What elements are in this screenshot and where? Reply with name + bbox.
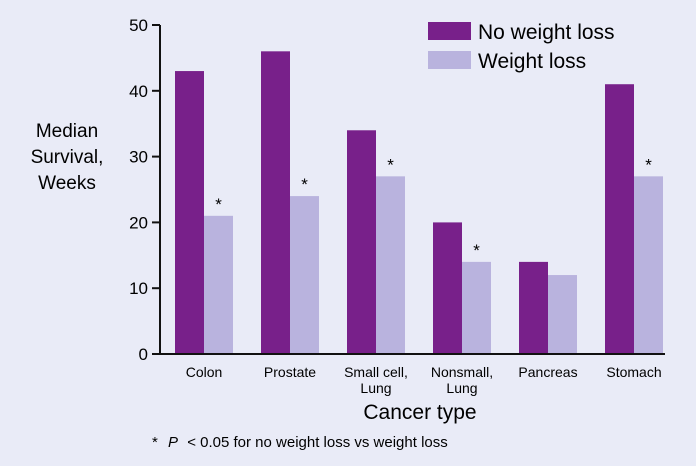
- significance-marker: *: [473, 241, 480, 260]
- x-tick-label: Colon: [186, 364, 223, 380]
- bar-no-weight-loss: [175, 71, 204, 354]
- y-tick-label: 20: [129, 213, 148, 232]
- significance-marker: *: [387, 155, 394, 174]
- bar-weight-loss: [376, 176, 405, 354]
- x-tick-label: Stomach: [606, 364, 661, 380]
- y-tick-label: 40: [129, 82, 148, 101]
- y-axis-label: Median Survival, Weeks: [31, 121, 104, 194]
- bar-weight-loss: [204, 215, 233, 354]
- x-tick-label: Nonsmall,: [431, 364, 493, 380]
- bar-no-weight-loss: [519, 261, 548, 354]
- footnote-text: < 0.05 for no weight loss vs weight loss: [187, 434, 448, 451]
- y-tick-label: 30: [129, 148, 148, 167]
- x-tick-label: Lung: [446, 380, 477, 396]
- y-axis-label-line: Survival,: [31, 147, 104, 168]
- bar-no-weight-loss: [433, 222, 462, 354]
- y-axis-label-line: Median: [36, 121, 98, 142]
- bar-no-weight-loss: [605, 84, 634, 354]
- y-tick-label: 10: [129, 279, 148, 298]
- y-axis-label-line: Weeks: [38, 173, 96, 194]
- x-axis-label: Cancer type: [363, 401, 476, 424]
- legend-swatch: [428, 51, 471, 69]
- bar-weight-loss: [634, 176, 663, 354]
- bar-weight-loss: [462, 261, 491, 354]
- x-tick-label: Prostate: [264, 364, 316, 380]
- footnote: * P < 0.05 for no weight loss vs weight …: [152, 434, 448, 451]
- legend-swatch: [428, 22, 471, 40]
- bar-weight-loss: [548, 275, 577, 354]
- legend-label: No weight loss: [478, 21, 615, 44]
- x-axis: Colon Prostate Small cell,LungNonsmall,Lun…: [160, 353, 665, 396]
- x-tick-label: Small cell,: [344, 364, 408, 380]
- footnote-marker: *: [152, 434, 158, 451]
- y-axis: 0 10 20 30 40 50: [129, 16, 161, 364]
- bar-weight-loss: [290, 196, 319, 354]
- significance-marker: *: [645, 155, 652, 174]
- footnote-p: P: [168, 434, 178, 451]
- x-tick-label: Lung: [360, 380, 391, 396]
- bar-no-weight-loss: [347, 130, 376, 354]
- bar-no-weight-loss: [261, 51, 290, 354]
- y-tick-label: 50: [129, 16, 148, 35]
- significance-marker: *: [301, 175, 308, 194]
- y-tick-label: 0: [139, 345, 148, 364]
- x-tick-label: Pancreas: [518, 364, 577, 380]
- significance-marker: *: [215, 195, 222, 214]
- legend-label: Weight loss: [478, 50, 586, 73]
- legend: No weight loss Weight loss: [428, 21, 615, 73]
- bars: * * * * *: [175, 51, 663, 354]
